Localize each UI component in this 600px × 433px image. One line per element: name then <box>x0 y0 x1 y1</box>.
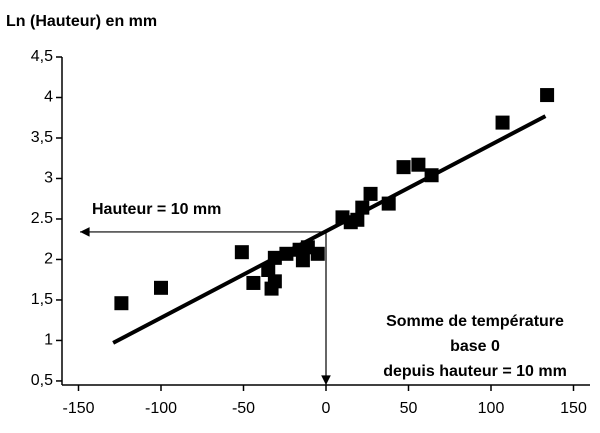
point <box>267 274 282 289</box>
point <box>540 88 555 103</box>
y-axis-title: Ln (Hauteur) en mm <box>6 13 157 30</box>
y-tick-label: 1 <box>44 332 53 349</box>
point <box>279 246 294 261</box>
annotation: Somme de température <box>386 313 564 330</box>
point <box>234 245 249 260</box>
point <box>267 250 282 265</box>
y-tick-label: 3 <box>44 170 53 187</box>
point <box>154 280 168 295</box>
y-tick-label: 1,5 <box>31 291 53 308</box>
point <box>246 275 261 290</box>
point <box>381 196 396 211</box>
x-tick-label: -100 <box>145 400 177 417</box>
point <box>295 253 310 268</box>
annotation: base 0 <box>450 338 500 355</box>
y-tick-label: 2 <box>44 251 53 268</box>
x-tick-label: 100 <box>478 400 505 417</box>
y-tick-label: 3,5 <box>31 129 53 146</box>
point <box>411 157 426 172</box>
point <box>350 212 365 227</box>
trend-line <box>112 114 547 345</box>
point <box>310 246 325 261</box>
x-tick-label: 50 <box>400 400 418 417</box>
x-tick-label: -150 <box>62 400 94 417</box>
x-tick-label: -50 <box>232 400 255 417</box>
point <box>355 200 370 215</box>
point <box>424 168 439 183</box>
point <box>363 186 378 201</box>
y-tick-label: 0,5 <box>31 372 53 389</box>
point <box>261 262 276 277</box>
y-tick-label: 2.5 <box>31 210 53 227</box>
annotation: depuis hauteur = 10 mm <box>383 363 567 380</box>
reference-label: Hauteur = 10 mm <box>92 201 221 218</box>
point <box>396 160 411 175</box>
point <box>114 296 129 311</box>
x-tick-label: 150 <box>560 400 587 417</box>
y-tick-label: 4 <box>44 89 53 106</box>
y-tick-label: 4,5 <box>31 48 53 65</box>
x-tick-label: 0 <box>322 400 331 417</box>
point <box>495 115 510 130</box>
